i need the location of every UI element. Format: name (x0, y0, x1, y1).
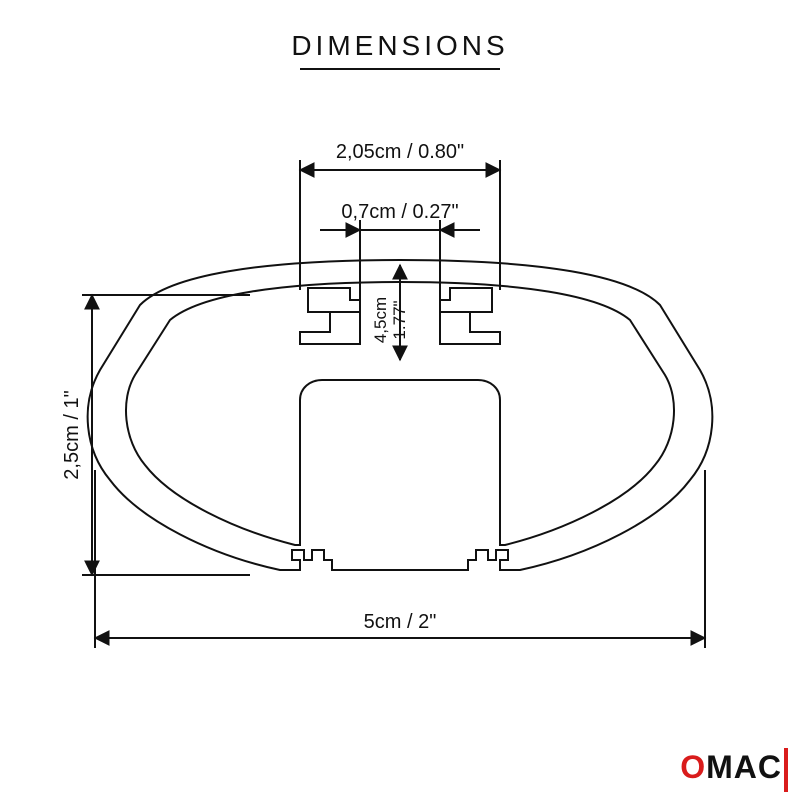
logo-letter-c: C (758, 749, 782, 785)
dimension-drawing: 2,05cm / 0.80" 0,7cm / 0.27" 4,5cm1.77" 2,5… (0, 0, 800, 800)
dim-height-label: 2,5cm / 1" (61, 390, 83, 479)
logo-letter-a: A (734, 749, 758, 785)
dim-top-outer-label: 2,05cm / 0.80" (336, 141, 464, 163)
logo-letter-o: O (680, 749, 706, 785)
diagram-stage: DIMENSIONS 2,05cm / 0.80"0,7cm / 0.27"4,… (0, 0, 800, 800)
logo-letter-m: M (706, 749, 734, 785)
dim-width-label: 5cm / 2" (364, 611, 437, 633)
dim-top-inner-label: 0,7cm / 0.27" (341, 201, 458, 223)
brand-logo: OMAC (680, 749, 782, 786)
dim-depth-label: 4,5cm1.77" (371, 297, 409, 343)
logo-accent-bar (784, 748, 788, 792)
